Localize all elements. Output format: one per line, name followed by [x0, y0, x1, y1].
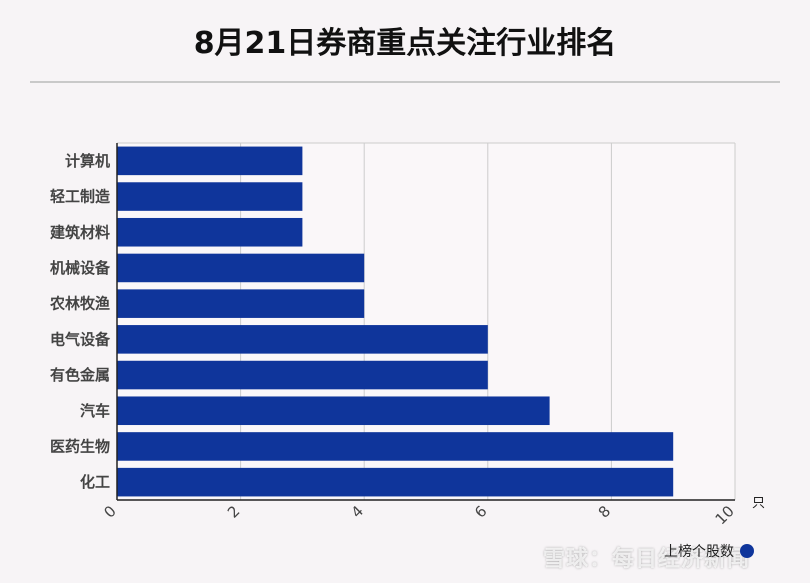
bar [117, 325, 488, 354]
bar [117, 217, 303, 247]
y-tick-label: 轻工制造 [50, 188, 110, 206]
x-tick-label: 10 [712, 502, 738, 528]
x-axis-unit-label: 只 [752, 496, 766, 511]
x-tick-label: 4 [348, 502, 367, 521]
bar [117, 432, 674, 461]
y-tick-label: 农林牧渔 [49, 295, 110, 313]
y-tick-label: 电气设备 [50, 330, 111, 348]
bar [117, 146, 303, 176]
bar [117, 253, 365, 283]
legend: 上榜个股数 [664, 541, 754, 561]
y-tick-label: 有色金属 [50, 366, 110, 384]
x-tick-label: 0 [100, 502, 119, 521]
y-tick-label: 医药生物 [50, 437, 110, 455]
y-tick-label: 建筑材料 [50, 223, 110, 241]
legend-label: 上榜个股数 [664, 544, 734, 560]
bar [117, 396, 550, 426]
bar [117, 289, 365, 318]
watermark-text: 雪球：每日经济新闻 [543, 547, 751, 572]
x-tick-label: 2 [224, 502, 243, 521]
x-tick-label: 6 [471, 502, 490, 521]
y-tick-label: 汽车 [80, 402, 110, 420]
page-title: 8月21日券商重点关注行业排名 [193, 26, 617, 61]
bar [117, 467, 674, 497]
bar [117, 360, 488, 390]
y-tick-label: 化工 [80, 473, 110, 491]
bar [117, 182, 303, 211]
legend-swatch [740, 544, 754, 558]
title-divider [30, 81, 780, 83]
x-tick-label: 8 [595, 502, 614, 521]
y-tick-label: 计算机 [65, 152, 110, 170]
y-tick-label: 机械设备 [50, 259, 111, 277]
